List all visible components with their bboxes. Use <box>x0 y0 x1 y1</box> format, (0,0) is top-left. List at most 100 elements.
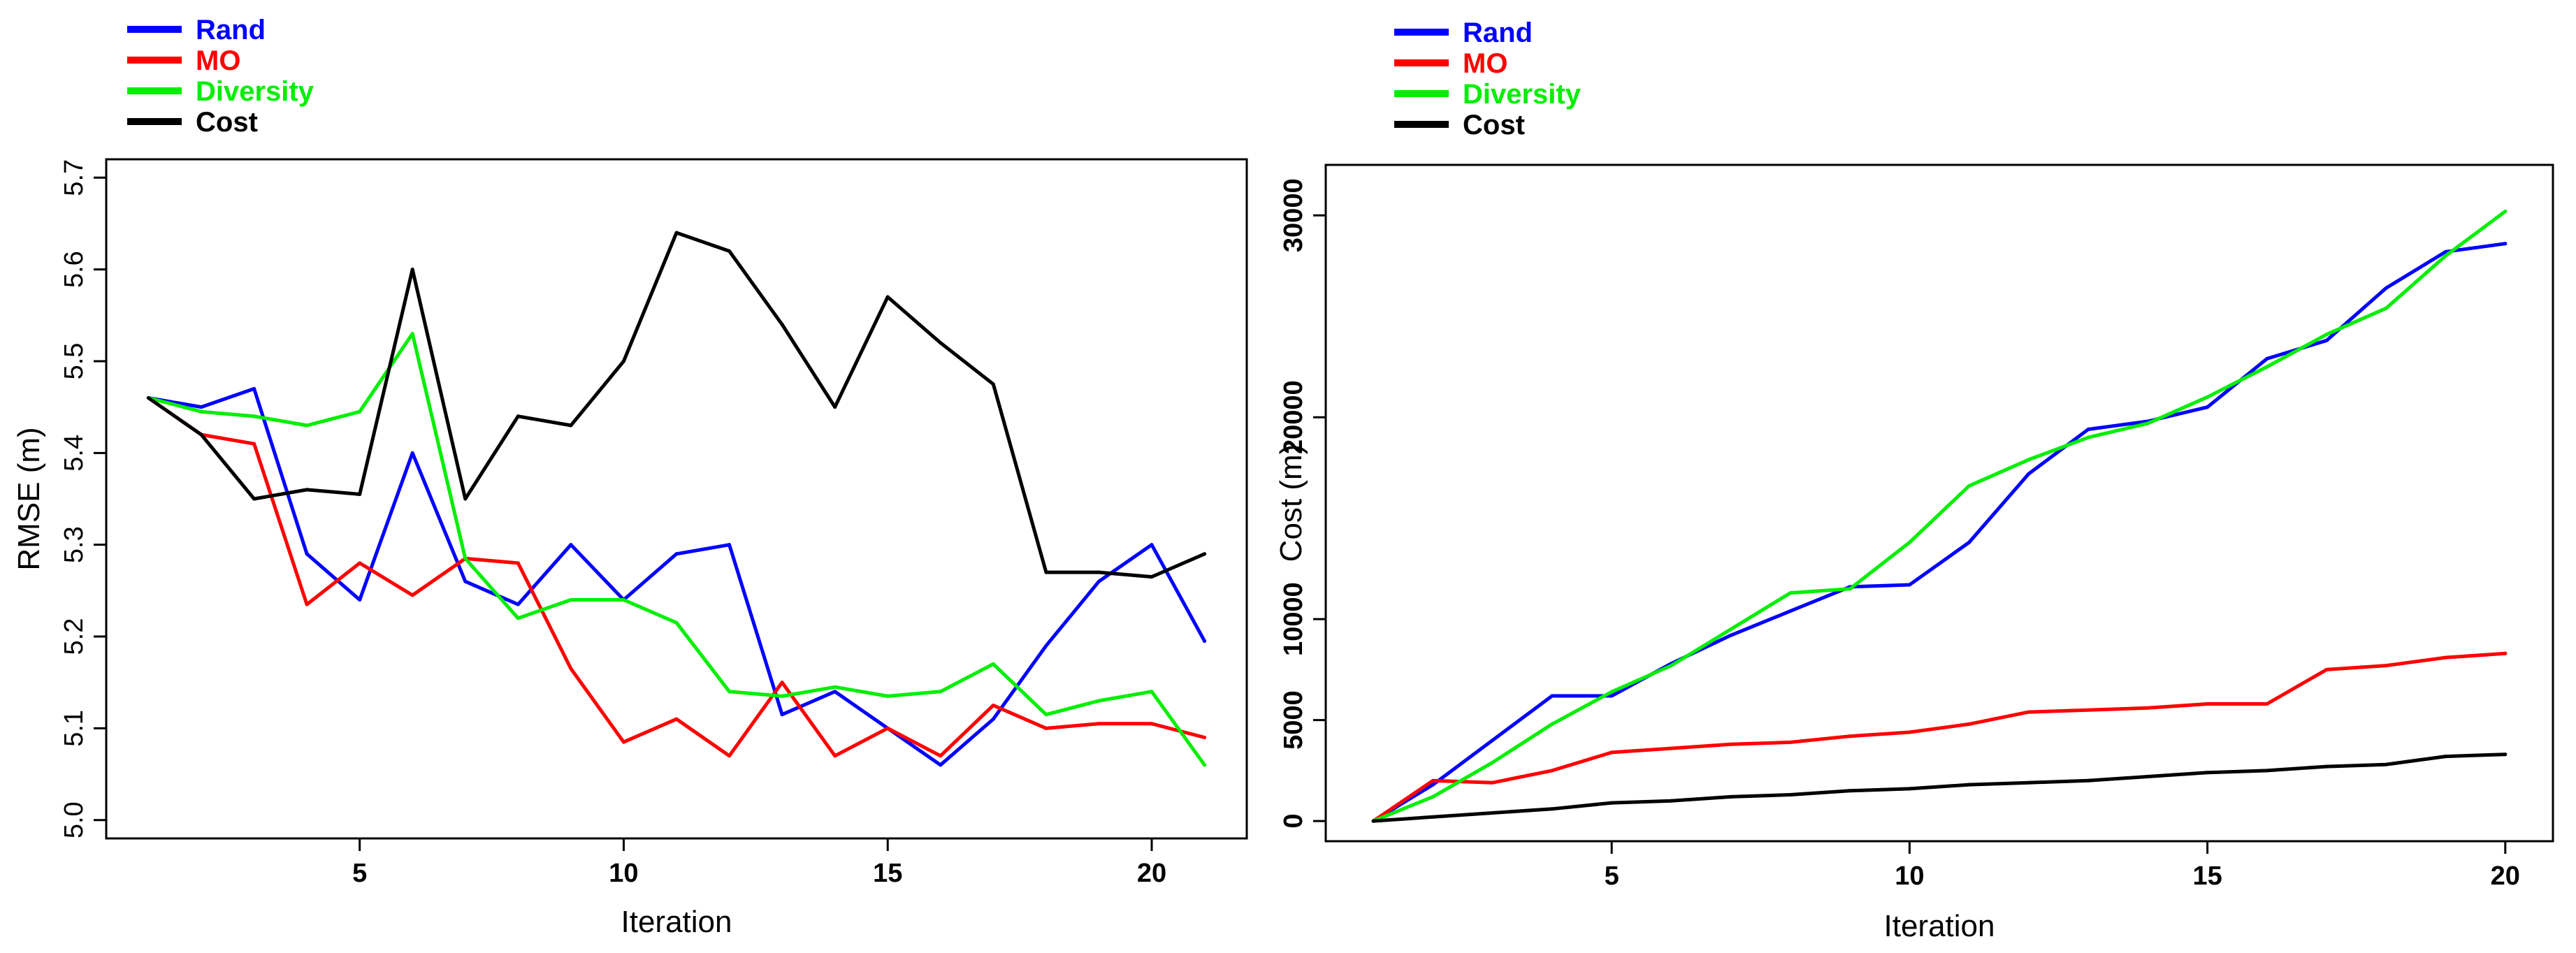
data-point-diversity <box>252 414 256 419</box>
data-point-diversity <box>2265 365 2269 369</box>
data-point-mo <box>2444 655 2448 660</box>
data-point-rand <box>939 763 943 767</box>
data-point-rand <box>780 713 784 717</box>
y-tick-label: 5.1 <box>59 710 89 747</box>
data-point-cost <box>1044 570 1048 574</box>
data-point-mo <box>833 754 837 758</box>
series-line-cost <box>1371 752 2508 823</box>
x-tick-label: 15 <box>2192 861 2222 891</box>
data-point-mo <box>410 593 414 597</box>
data-point-diversity <box>991 662 995 666</box>
data-point-diversity <box>410 332 414 336</box>
data-point-cost <box>674 231 679 235</box>
data-point-rand <box>2027 472 2031 476</box>
data-point-diversity <box>516 616 520 620</box>
data-point-diversity <box>1967 483 1971 488</box>
data-point-diversity <box>1550 722 1554 726</box>
data-point-mo <box>2027 710 2031 714</box>
y-tick-label: 10000 <box>1279 582 1308 656</box>
legend-label-rand: Rand <box>1463 17 1533 48</box>
data-point-diversity <box>621 597 625 602</box>
data-point-mo <box>1550 769 1554 773</box>
y-tick-label: 30000 <box>1279 178 1308 252</box>
data-point-mo <box>516 561 520 565</box>
data-point-diversity <box>1848 587 1852 591</box>
y-tick-label: 20000 <box>1279 380 1308 454</box>
data-point-cost <box>621 359 625 363</box>
data-point-rand <box>674 552 679 556</box>
data-point-cost <box>2027 780 2031 785</box>
data-point-diversity <box>305 423 309 428</box>
data-point-mo <box>2265 702 2269 706</box>
data-point-mo <box>305 602 309 606</box>
data-point-rand <box>1491 739 1495 743</box>
data-point-mo <box>780 681 784 685</box>
series-line-mo <box>1371 651 2508 823</box>
data-point-cost <box>463 497 468 501</box>
data-point-diversity <box>1788 591 1793 595</box>
legend-label-mo: MO <box>1463 48 1507 79</box>
data-point-rand <box>516 602 520 606</box>
data-point-mo <box>1431 778 1435 783</box>
data-point-rand <box>2324 338 2329 342</box>
data-point-diversity <box>674 620 679 625</box>
data-point-cost <box>1550 807 1554 811</box>
data-point-rand <box>199 405 203 409</box>
data-point-diversity <box>780 694 784 698</box>
data-point-diversity <box>728 690 732 694</box>
x-tick-label: 10 <box>609 859 638 888</box>
data-point-mo <box>1044 726 1048 730</box>
data-point-diversity <box>1203 763 1207 767</box>
data-point-rand <box>991 717 995 721</box>
data-point-mo <box>2503 651 2508 655</box>
data-point-cost <box>885 295 890 299</box>
x-tick-label: 5 <box>1605 861 1619 891</box>
x-tick-label: 10 <box>1895 861 1924 891</box>
data-point-cost <box>1491 811 1495 815</box>
data-point-mo <box>569 667 573 671</box>
data-point-cost <box>2206 771 2210 775</box>
data-point-diversity <box>2206 395 2210 399</box>
data-point-diversity <box>1044 713 1048 717</box>
data-point-diversity <box>939 690 943 694</box>
y-tick-label: 5.0 <box>59 801 89 838</box>
data-point-cost <box>1967 783 1971 787</box>
data-point-rand <box>728 543 732 547</box>
series-line-mo <box>146 396 1207 758</box>
data-point-cost <box>1150 575 1154 579</box>
data-point-cost <box>833 405 837 409</box>
plot-frame <box>1324 163 2554 843</box>
data-point-mo <box>2146 706 2150 710</box>
x-tick-label: 5 <box>352 859 367 888</box>
data-point-rand <box>1788 609 1793 613</box>
y-tick-label: 5000 <box>1279 690 1308 750</box>
x-tick-label: 20 <box>2491 861 2520 891</box>
data-point-cost <box>1609 801 1614 805</box>
x-tick-label: 15 <box>873 859 902 888</box>
data-point-diversity <box>2146 421 2150 425</box>
data-point-mo <box>1788 740 1793 744</box>
y-tick-label: 5.6 <box>59 251 89 288</box>
chart-1: 5 10 15 20 5.0 5.1 5.2 5.3 5.4 5.5 5.6 5.7 Iteration… <box>12 15 1248 939</box>
data-point-cost <box>358 492 362 496</box>
data-point-diversity <box>1097 699 1101 703</box>
data-point-diversity <box>1669 664 1673 668</box>
data-point-rand <box>1044 643 1048 648</box>
data-point-rand <box>1203 639 1207 643</box>
plot-frame <box>105 158 1248 840</box>
data-point-mo <box>885 726 890 730</box>
data-point-rand <box>2384 286 2388 290</box>
data-point-rand <box>569 543 573 547</box>
data-point-diversity <box>1609 690 1614 694</box>
data-point-mo <box>1967 722 1971 726</box>
data-point-diversity <box>1431 794 1435 799</box>
data-point-rand <box>410 451 414 455</box>
data-point-rand <box>1967 540 1971 544</box>
data-point-diversity <box>1907 540 1911 544</box>
x-axis-label: Iteration <box>621 905 732 939</box>
chart-2: 5 10 15 20 0 5000 10000 20000 30000 Iteration Cost… <box>1274 17 2554 943</box>
data-point-rand <box>1431 783 1435 787</box>
series-line-rand <box>1371 242 2508 823</box>
